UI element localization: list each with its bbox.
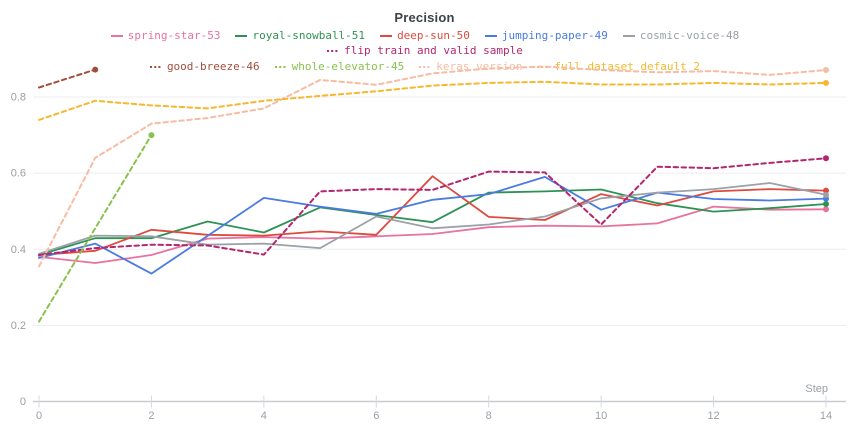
legend-swatch-icon [380,35,393,37]
y-tick-label: 0.8 [11,92,26,104]
legend-swatch-icon [110,35,123,37]
series-line-spring-star-53[interactable] [38,205,827,264]
series-endpoint-good-breeze-46 [92,66,99,73]
legend-item-royal-snowball-51[interactable]: royal-snowball-51 [235,29,365,43]
legend-swatch-icon [327,50,340,52]
x-tick-label: 8 [486,410,492,422]
series-endpoint-royal-snowball-51 [822,200,829,207]
series-line-cosmic-voice-48[interactable] [38,182,827,255]
legend-label: whole-elevator-45 [291,60,405,73]
legend-item-cosmic-voice-48[interactable]: cosmic-voice-48 [622,29,740,43]
series-line-jumping-paper-49[interactable] [38,175,827,275]
legend-label: keras version [436,60,523,73]
series-endpoint-spring-star-53 [822,206,829,213]
legend-item-flip-train-and-valid-sample[interactable]: flip train and valid sample [327,44,523,58]
x-tick-label: 10 [595,410,607,422]
x-tick-label: 6 [373,410,379,422]
legend-item-good-breeze-46[interactable]: good-breeze-46 [149,60,260,74]
legend-item-keras-version[interactable]: keras version [419,60,522,74]
series-endpoint-cosmic-voice-48 [822,191,829,198]
x-tick-label: 2 [148,410,154,422]
y-tick-label: 0 [20,396,26,408]
legend-swatch-icon [274,66,287,68]
legend-label: cosmic-voice-48 [639,29,740,42]
legend-swatch-icon [622,35,635,37]
y-tick-label: 0.2 [11,320,26,332]
legend-label: spring-star-53 [127,29,221,42]
series-line-deep-sun-50[interactable] [38,175,827,256]
legend-label: flip train and valid sample [344,44,523,57]
series-line-keras-version[interactable] [38,65,827,268]
series-line-royal-snowball-51[interactable] [38,188,827,256]
legend-swatch-icon [419,66,432,68]
series-line-good-breeze-46[interactable] [38,68,97,89]
x-axis-title: Step [805,383,828,395]
series-line-flip-train-and-valid-sample[interactable] [38,157,827,256]
series-endpoint-deep-sun-50 [822,187,829,194]
legend-label: deep-sun-50 [397,29,470,42]
series-endpoint-flip-train-and-valid-sample [822,155,829,162]
x-tick-label: 14 [820,410,832,422]
y-tick-label: 0.6 [11,168,26,180]
legend-swatch-icon [235,35,248,37]
y-tick-label: 0.4 [11,244,26,256]
x-tick-label: 0 [36,410,42,422]
legend-item-spring-star-53[interactable]: spring-star-53 [110,29,221,43]
x-tick-label: 12 [707,410,719,422]
series-line-whole-elevator-45[interactable] [38,134,153,323]
series-endpoint-whole-elevator-45 [148,132,155,139]
legend-label: jumping-paper-49 [501,29,608,42]
legend: spring-star-53 royal-snowball-51 deep-sun-… [28,29,822,74]
legend-item-whole-elevator-45[interactable]: whole-elevator-45 [274,60,405,74]
series-endpoint-keras-version [822,66,829,73]
legend-item-deep-sun-50[interactable]: deep-sun-50 [380,29,470,43]
chart-title: Precision [394,10,455,25]
series-endpoint-full-dataset-default-2 [822,79,829,86]
x-tick-label: 4 [261,410,267,422]
legend-swatch-icon [484,35,497,37]
legend-label: good-breeze-46 [166,60,260,73]
legend-item-jumping-paper-49[interactable]: jumping-paper-49 [484,29,608,43]
series-line-full-dataset-default-2[interactable] [38,80,827,121]
legend-label: royal-snowball-51 [252,29,366,42]
legend-swatch-icon [149,66,162,68]
